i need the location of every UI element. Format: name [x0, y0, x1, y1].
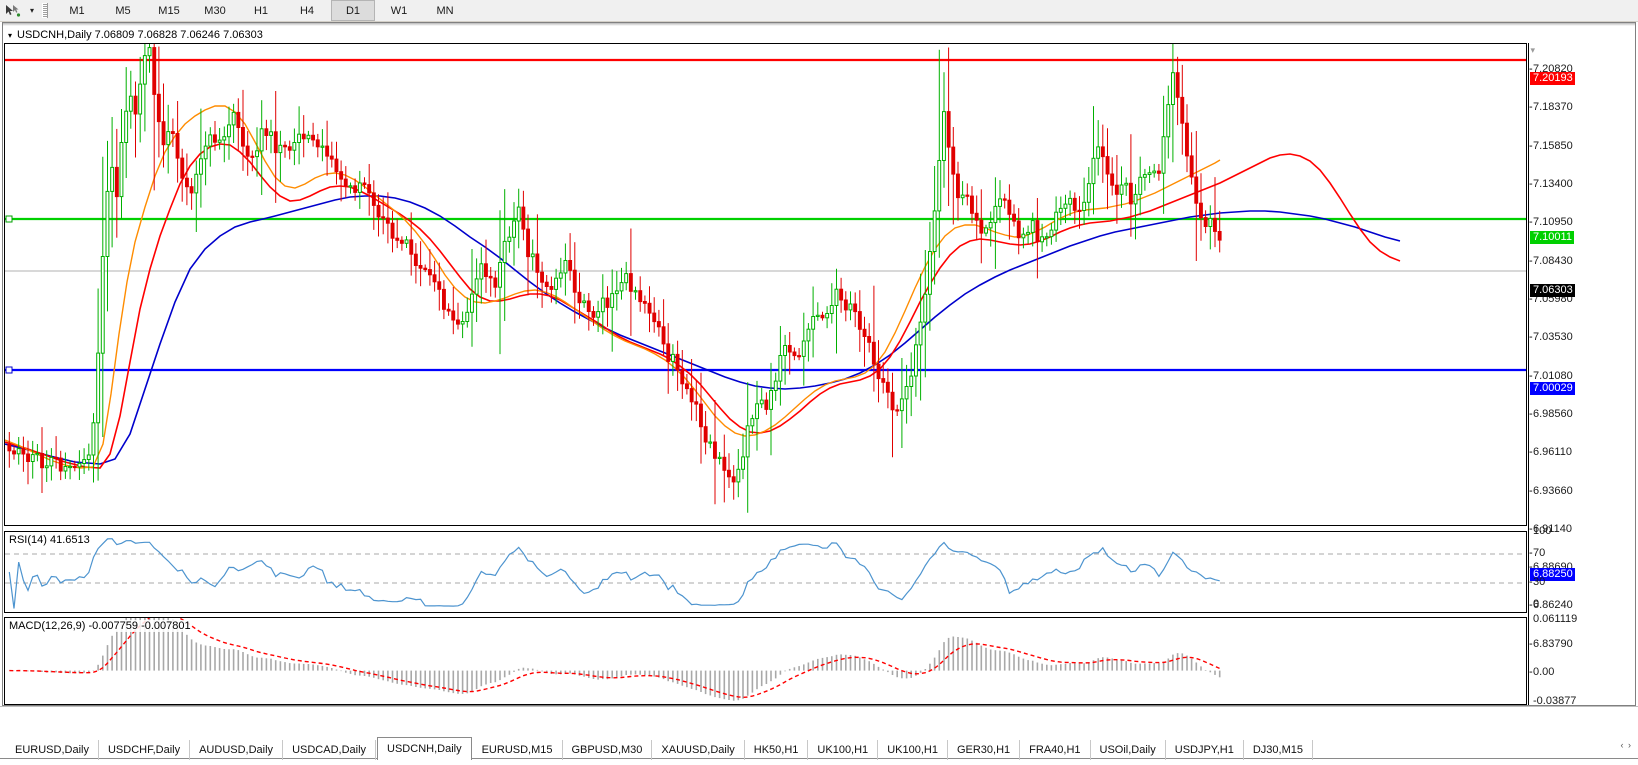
- chart-frame: ▾ ▾ USDCNH,Daily 7.06809 7.06828 7.06246…: [2, 22, 1636, 706]
- price-tick-label: -7.10950: [1529, 216, 1573, 228]
- last-price-tag: 7.06303: [1530, 284, 1575, 297]
- macd-indicator-label: MACD(12,26,9) -0.007759 -0.007801: [9, 620, 191, 632]
- rsi-indicator-label: RSI(14) 41.6513: [9, 534, 90, 546]
- symbol-ohlc-text: USDCNH,Daily 7.06809 7.06828 7.06246 7.0…: [17, 29, 263, 41]
- ma-mid-line: [5, 143, 1401, 469]
- rsi-line: [8, 538, 1220, 609]
- timeframe-button-w1[interactable]: W1: [390, 4, 408, 17]
- chart-tab-xauusd-daily[interactable]: XAUUSD,Daily: [652, 740, 745, 760]
- chart-tab-ger30-h1[interactable]: GER30,H1: [948, 740, 1021, 760]
- price-tick-label: -7.05980: [1529, 293, 1573, 305]
- toolbar-drag-handle[interactable]: [42, 3, 48, 18]
- timeframe-button-h1[interactable]: H1: [253, 4, 269, 17]
- tab-scroll-controls[interactable]: ‹ ›: [1620, 740, 1632, 750]
- price-tick-label: -7.03530: [1529, 331, 1573, 343]
- price-tick-label: -6.93660: [1529, 485, 1573, 497]
- chart-tab-usdcnh-daily[interactable]: USDCNH,Daily: [377, 737, 472, 760]
- symbol-dropdown-caret-icon[interactable]: ▾: [8, 30, 13, 40]
- price-tick-label: -6.96110: [1529, 446, 1572, 458]
- chart-tab-hk50-h1[interactable]: HK50,H1: [745, 740, 809, 760]
- toolbar-dropdown-caret-icon[interactable]: ▾: [29, 6, 34, 15]
- chart-collapse-caret-icon[interactable]: ▾: [1530, 45, 1535, 55]
- price-tick-label: -7.13400: [1529, 178, 1573, 190]
- cursor-tools-icon[interactable]: [0, 1, 26, 20]
- macd-histogram: [13, 618, 1221, 701]
- frame-top-shade: [3, 23, 1635, 26]
- chart-tab-usdjpy-h1[interactable]: USDJPY,H1: [1166, 740, 1244, 760]
- macd-tick-label: 0.061119: [1533, 613, 1578, 625]
- price-tick-label: -7.18370: [1529, 101, 1573, 113]
- chart-tab-eurusd-m15[interactable]: EURUSD,M15: [473, 740, 563, 760]
- price-tick-label: -6.98560: [1529, 408, 1573, 420]
- timeframe-button-h4[interactable]: H4: [299, 4, 315, 17]
- price-tick-label: -6.88690: [1529, 561, 1573, 573]
- ma-slow-line: [5, 195, 1401, 465]
- macd-tick-label: -0.00: [1529, 666, 1555, 678]
- rsi-chart-svg: [5, 538, 1526, 609]
- symbol-header: ▾ USDCNH,Daily 7.06809 7.06828 7.06246 7…: [4, 28, 1633, 42]
- price-tick-label: -6.86240: [1529, 599, 1573, 611]
- chart-tab-uk100-h1[interactable]: UK100,H1: [878, 740, 948, 760]
- price-tick-label: -6.83790: [1529, 638, 1573, 650]
- chart-tab-uk100-h1[interactable]: UK100,H1: [808, 740, 879, 760]
- timeframe-button-mn[interactable]: MN: [436, 4, 454, 17]
- price-tick-label: -7.20820: [1529, 63, 1573, 75]
- timeframe-toolbar: ▾ M1 M5 M15 M30 H1 H4 D1 W1 MN: [0, 0, 1638, 22]
- macd-tick-label: -0.03877: [1533, 695, 1577, 706]
- price-tick-label: -7.01080: [1529, 370, 1573, 382]
- timeframe-button-m5[interactable]: M5: [115, 4, 131, 17]
- chart-tabs: EURUSD,Daily USDCHF,Daily AUDUSD,Daily USDC…: [6, 736, 1313, 760]
- price-pane[interactable]: [4, 43, 1527, 526]
- tabbar-separator: [0, 706, 1638, 707]
- chart-tab-gbpusd-m30[interactable]: GBPUSD,M30: [563, 740, 653, 760]
- chart-tab-usdcad-daily[interactable]: USDCAD,Daily: [283, 740, 377, 760]
- timeframe-button-m15[interactable]: M15: [158, 4, 180, 17]
- rsi-tick-label: 100: [1533, 525, 1552, 537]
- tabs-baseline: [0, 758, 1638, 759]
- timeframe-button-m30[interactable]: M30: [204, 4, 226, 17]
- chart-tab-fra40-h1[interactable]: FRA40,H1: [1020, 740, 1091, 760]
- price-scale[interactable]: -7.20820 -7.18370 -7.15850 -7.13400 -7.10950…: [1528, 43, 1633, 705]
- price-chart-svg: [5, 44, 1526, 513]
- rsi-pane[interactable]: RSI(14) 41.6513: [4, 531, 1527, 613]
- chart-tab-usdchf-daily[interactable]: USDCHF,Daily: [99, 740, 191, 760]
- support-1-price-tag: 7.00029: [1530, 382, 1575, 395]
- pivot-line-handle: [5, 215, 13, 223]
- chart-tab-usoil-daily[interactable]: USOil,Daily: [1091, 740, 1166, 760]
- support-2-price-tag: 6.88250: [1530, 568, 1575, 581]
- chart-tab-audusd-daily[interactable]: AUDUSD,Daily: [190, 740, 284, 760]
- tab-scroll-right-icon[interactable]: ›: [1628, 740, 1632, 750]
- chart-tab-bar: EURUSD,Daily USDCHF,Daily AUDUSD,Daily USDC…: [0, 706, 1638, 765]
- price-tick-label: -7.08430: [1529, 255, 1573, 267]
- macd-signal-line: [9, 618, 1220, 699]
- chart-tab-eurusd-daily[interactable]: EURUSD,Daily: [6, 740, 99, 760]
- rsi-tick-label: -70: [1529, 547, 1546, 559]
- timeframe-button-m1[interactable]: M1: [69, 4, 85, 17]
- tab-scroll-left-icon[interactable]: ‹: [1620, 740, 1625, 750]
- rsi-tick-label: 0: [1533, 598, 1540, 610]
- candlestick-series: [7, 44, 1222, 513]
- macd-pane[interactable]: MACD(12,26,9) -0.007759 -0.007801: [4, 617, 1527, 705]
- resistance-price-tag: 7.20193: [1530, 72, 1575, 85]
- support-1-line-handle: [5, 366, 13, 374]
- pivot-price-tag: 7.10011: [1530, 231, 1574, 244]
- price-tick-label: -7.15850: [1529, 140, 1573, 152]
- timeframe-button-d1[interactable]: D1: [331, 0, 375, 21]
- rsi-tick-label: -30: [1529, 576, 1546, 588]
- macd-chart-svg: [9, 618, 1221, 701]
- price-tick-label: -6.91140: [1529, 523, 1572, 535]
- chart-tab-dj30-m15[interactable]: DJ30,M15: [1244, 740, 1313, 760]
